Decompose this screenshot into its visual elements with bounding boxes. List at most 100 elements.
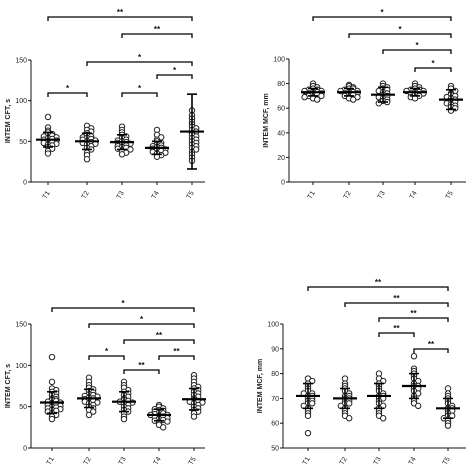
significance-bracket: [378, 317, 449, 322]
significance-bracket: [307, 286, 449, 291]
significance-bracket: [123, 339, 195, 344]
panel-4: 50 60 70 80 90 100 INTEM MCF, mm T1 T2 T3 T4 T5 ** **…: [257, 278, 466, 467]
significance-bracket: [158, 355, 195, 360]
panel-2: 0 20 40 60 80 100 INTEM MCF, mm T1 T2 T3 T4 T5 * * * *: [263, 8, 466, 201]
data-point-T1: [304, 429, 312, 437]
significance-label: *: [138, 84, 142, 93]
data-point-T3: [118, 151, 126, 158]
y-tick-label: 80: [277, 81, 285, 88]
significance-bracket: [47, 16, 193, 21]
data-point-T1: [48, 353, 56, 361]
x-tick-label: T4: [409, 190, 419, 201]
significance-bracket: [312, 16, 452, 21]
y-tick-label: 0: [23, 180, 27, 187]
significance-label: *: [380, 8, 384, 17]
significance-label: *: [138, 53, 142, 62]
y-axis-label: INTEM CFT, s: [5, 364, 12, 408]
significance-label: *: [398, 25, 402, 34]
x-tick-label: T2: [339, 456, 349, 467]
x-tick-label: T2: [343, 190, 353, 201]
x-tick-label: T1: [42, 190, 52, 201]
significance-bracket: [344, 302, 449, 307]
significance-label: **: [428, 340, 435, 349]
x-tick-label: T1: [302, 456, 312, 467]
significance-label: *: [140, 315, 144, 324]
x-tick-label: T5: [445, 190, 455, 201]
significance-bracket: [51, 307, 195, 312]
data-point-T4: [410, 353, 418, 360]
y-axis-label: INTEM MCF, mm: [263, 93, 270, 147]
y-tick-label: 60: [271, 421, 279, 428]
x-tick-label: T3: [118, 456, 128, 467]
y-tick-label: 50: [271, 446, 279, 453]
x-tick-label: T2: [81, 190, 91, 201]
y-tick-label: 60: [277, 106, 285, 113]
significance-label: *: [121, 299, 125, 308]
significance-bracket: [382, 49, 452, 54]
data-point-T1: [304, 412, 312, 419]
x-tick-label: T4: [151, 190, 161, 201]
y-tick-label: 80: [271, 371, 279, 378]
y-tick-label: 100: [267, 322, 279, 329]
x-tick-label: T1: [46, 456, 56, 467]
y-tick-label: 90: [271, 346, 279, 353]
x-tick-label: T4: [153, 456, 163, 467]
significance-bracket: [156, 74, 193, 79]
data-point-T5: [444, 422, 452, 429]
y-tick-label: 150: [15, 58, 27, 65]
y-tick-label: 20: [277, 155, 285, 162]
significance-bracket: [88, 355, 125, 360]
x-tick-label: T3: [377, 190, 387, 201]
y-axis-label: INTEM CFT, s: [5, 99, 12, 143]
data-point-T1: [48, 415, 56, 423]
y-tick-label: 100: [15, 363, 27, 370]
y-tick-label: 0: [281, 180, 285, 187]
y-tick-label: 70: [271, 396, 279, 403]
significance-bracket: [47, 92, 88, 97]
data-point-T5: [190, 413, 198, 420]
significance-label: *: [415, 41, 419, 50]
significance-bracket: [121, 92, 158, 97]
data-point-T2: [350, 96, 357, 103]
data-point-T3: [127, 146, 134, 153]
x-tick-label: T2: [83, 456, 93, 467]
y-tick-label: 100: [273, 57, 285, 64]
significance-bracket: [378, 332, 415, 337]
data-point-T2: [83, 156, 91, 163]
data-point-T2: [85, 411, 93, 419]
x-tick-label: T4: [408, 456, 418, 467]
significance-label: **: [375, 278, 382, 287]
data-point-T1: [314, 96, 321, 103]
data-point-T2: [346, 415, 353, 422]
x-tick-label: T3: [116, 190, 126, 201]
significance-label: *: [431, 59, 435, 68]
y-tick-label: 50: [19, 139, 27, 146]
x-tick-label: T3: [373, 456, 383, 467]
data-point-T3: [120, 415, 128, 423]
data-point-T4: [164, 418, 171, 425]
y-tick-label: 50: [19, 404, 27, 411]
significance-label: *: [105, 347, 109, 356]
y-tick-label: 0: [23, 446, 27, 453]
data-point-T4: [415, 402, 422, 410]
significance-bracket: [414, 67, 452, 72]
data-point-T2: [346, 400, 353, 407]
significance-label: **: [410, 309, 417, 318]
x-tick-label: T5: [186, 190, 196, 201]
data-point-T3: [380, 415, 387, 422]
significance-bracket: [413, 348, 449, 353]
significance-bracket: [348, 33, 452, 38]
x-tick-label: T5: [442, 456, 452, 467]
significance-bracket: [121, 33, 193, 38]
significance-label: **: [393, 324, 400, 333]
y-tick-label: 150: [15, 322, 27, 329]
significance-bracket: [123, 369, 160, 374]
data-point-T1: [48, 378, 56, 386]
data-point-T4: [160, 424, 167, 431]
data-point-T2: [90, 408, 97, 415]
y-tick-label: 40: [277, 130, 285, 137]
significance-label: **: [173, 347, 180, 356]
